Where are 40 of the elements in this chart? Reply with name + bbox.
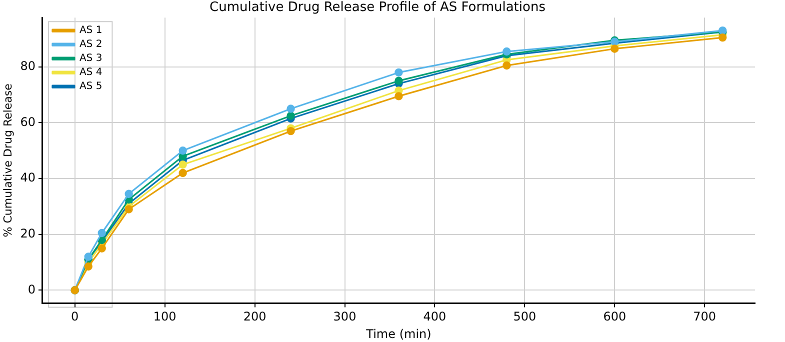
point — [124, 190, 133, 198]
point — [610, 44, 619, 53]
legend-label: AS 2 — [79, 39, 102, 50]
legend-label: AS 4 — [79, 67, 102, 78]
x-tick-label: 500 — [513, 310, 536, 324]
legend-label: AS 3 — [79, 53, 102, 64]
point — [286, 104, 295, 113]
point — [394, 68, 403, 77]
point — [502, 47, 511, 56]
point — [98, 244, 106, 252]
y-tick-label: 20 — [20, 226, 36, 241]
point — [124, 205, 133, 214]
x-tick-label: 200 — [243, 310, 266, 324]
x-tick-label: 400 — [423, 310, 446, 324]
y-tick-label: 40 — [20, 170, 36, 185]
point — [84, 262, 92, 271]
x-tick-label: 100 — [153, 310, 176, 324]
point — [178, 160, 187, 169]
point — [84, 252, 92, 261]
chart-title: Cumulative Drug Release Profile of AS Formulations — [210, 0, 546, 16]
x-tick-label: 600 — [603, 310, 626, 324]
x-tick-label: 0 — [71, 310, 79, 324]
point — [286, 112, 295, 120]
x-tick-label: 700 — [693, 310, 716, 324]
y-tick-label: 60 — [20, 114, 36, 129]
y-tick-label: 0 — [28, 282, 36, 296]
point — [286, 126, 295, 136]
y-axis-title: % Cumulative Drug Release — [1, 83, 14, 238]
point — [178, 168, 187, 178]
point — [718, 33, 727, 42]
point — [502, 61, 511, 70]
legend-label: AS 1 — [79, 25, 102, 36]
point — [178, 146, 187, 155]
point — [394, 76, 403, 85]
y-tick-label: 80 — [20, 59, 36, 73]
point — [98, 228, 106, 238]
x-tick-label: 300 — [333, 310, 356, 324]
point — [394, 92, 403, 100]
legend-label: AS 5 — [79, 81, 102, 92]
x-axis-title: Time (min) — [365, 326, 432, 341]
